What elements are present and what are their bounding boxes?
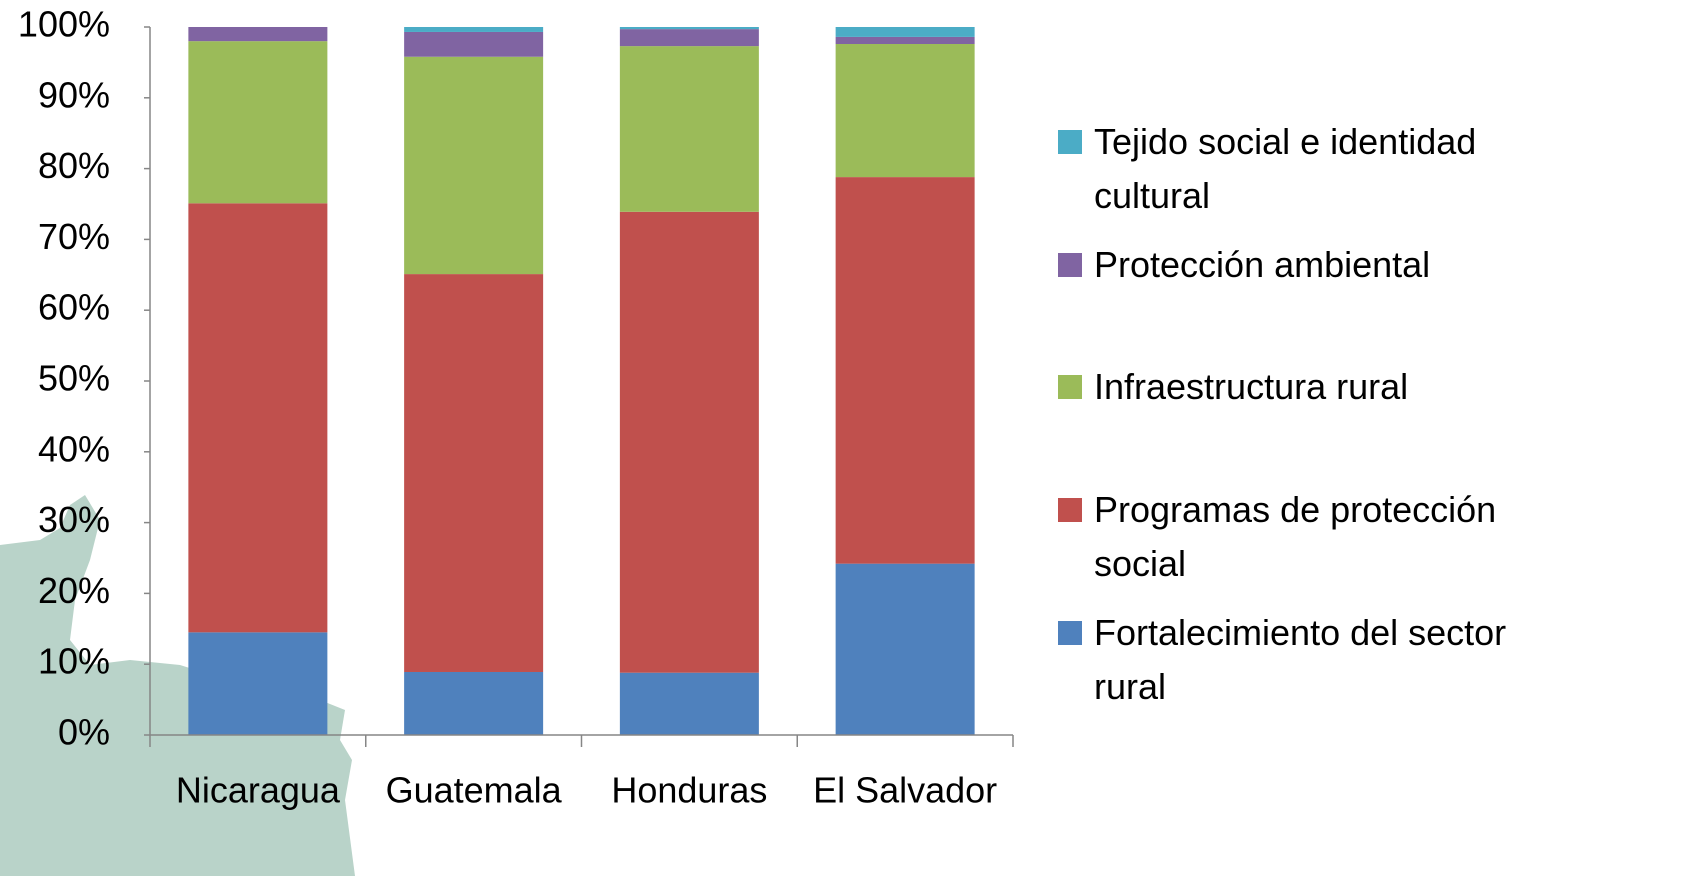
bar-segment [404,31,544,57]
background-map [0,495,355,876]
bar-segment [188,632,328,735]
y-tick-label: 40% [38,428,110,469]
x-tick-label: Honduras [611,770,767,811]
y-tick-label: 90% [38,74,110,115]
legend-label: Infraestructura rural [1094,366,1409,407]
x-tick-label: Guatemala [386,770,563,811]
legend-label: Programas de protección social [1094,489,1497,584]
y-tick-label: 20% [38,570,110,611]
bar-segment [835,43,975,178]
legend-swatch [1058,375,1082,399]
legend-label: Tejido social e identidad cultural [1094,121,1477,216]
bar-segment [619,211,759,673]
bar-segment [835,177,975,564]
bar-segment [619,29,759,47]
bar-segment [835,563,975,735]
legend-swatch [1058,498,1082,522]
legend-item: Programas de protección social [1058,483,1578,591]
bar-segment [404,27,544,32]
y-tick-label: 30% [38,499,110,540]
bar-segment [188,203,328,633]
bar-segment [619,46,759,212]
y-tick-label: 80% [38,145,110,186]
legend-swatch [1058,130,1082,154]
legend-label: Protección ambiental [1094,244,1431,285]
bar-segment [404,56,544,275]
bar-segment [404,274,544,672]
legend-item: Tejido social e identidad cultural [1058,115,1578,223]
bar-segment [835,27,975,37]
bar-segment [404,671,544,735]
bar-segment [188,41,328,204]
bar-segment [619,672,759,735]
y-tick-label: 70% [38,216,110,257]
bar-segment [835,36,975,44]
legend-item: Fortalecimiento del sector rural [1058,606,1578,714]
y-tick-label: 100% [18,4,110,45]
legend-swatch [1058,621,1082,645]
y-tick-label: 60% [38,287,110,328]
bar-segment [188,27,328,42]
legend-label: Fortalecimiento del sector rural [1094,612,1507,707]
legend-item: Protección ambiental [1058,238,1578,292]
y-tick-label: 0% [58,712,110,753]
legend-swatch [1058,253,1082,277]
x-tick-label: Nicaragua [176,770,341,811]
x-tick-label: El Salvador [813,770,997,811]
y-tick-label: 10% [38,641,110,682]
y-tick-label: 50% [38,358,110,399]
bar-segment [619,27,759,30]
legend-item: Infraestructura rural [1058,360,1578,414]
